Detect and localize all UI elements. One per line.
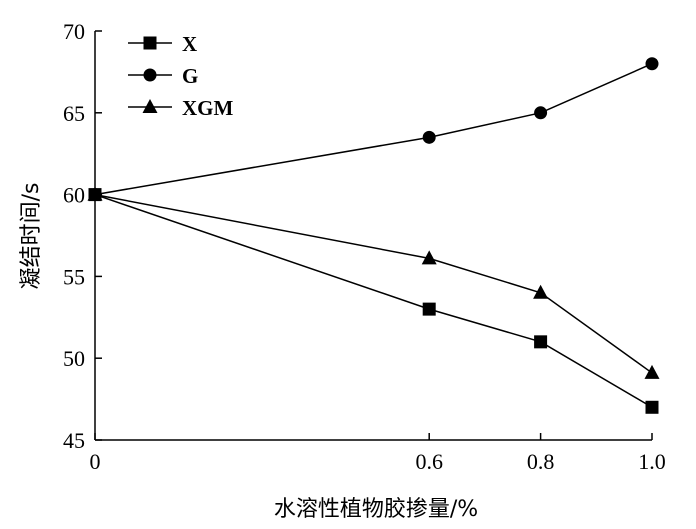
legend-marker-xgm <box>142 99 158 113</box>
legend-label-g: G <box>182 64 198 88</box>
data-point-xgm <box>421 250 437 265</box>
y-tick-label: 65 <box>63 101 85 126</box>
y-tick-label: 50 <box>63 346 85 371</box>
legend-marker-x <box>143 36 157 50</box>
series-line-x <box>94 193 653 408</box>
legend: XG XGM <box>128 32 234 120</box>
y-tick-label: 45 <box>63 428 85 453</box>
data-point-x <box>645 400 659 414</box>
series-layer <box>87 57 660 414</box>
series-line-g <box>94 63 653 196</box>
y-tick-label: 60 <box>63 183 85 208</box>
data-point-x <box>422 302 436 316</box>
legend-label-xgm: XGM <box>182 96 234 120</box>
legend-marker-g <box>143 68 157 82</box>
legend-label-x: X <box>182 32 197 56</box>
series-x <box>88 188 659 414</box>
data-point-g <box>534 106 548 120</box>
y-tick-label: 55 <box>63 264 85 289</box>
data-point-g <box>645 57 659 71</box>
series-xgm <box>87 186 660 379</box>
x-tick-label: 0.6 <box>415 449 443 474</box>
x-tick-label: 0 <box>90 449 101 474</box>
x-tick-label: 1.0 <box>638 449 666 474</box>
series-g <box>88 57 659 202</box>
x-tick-label: 0.8 <box>527 449 555 474</box>
series-line-xgm <box>94 193 653 374</box>
y-tick-label: 70 <box>63 19 85 44</box>
y-axis-title: 凝结时间/s <box>19 183 44 290</box>
x-axis-title: 水溶性植物胶掺量/% <box>274 497 478 522</box>
data-point-g <box>422 130 436 144</box>
data-point-x <box>534 335 548 349</box>
data-point-xgm <box>533 284 549 299</box>
axes: 45 50 55 60 65 70 0 0.6 0.8 1.0 <box>63 19 666 474</box>
data-point-xgm <box>87 186 103 201</box>
data-point-xgm <box>644 364 660 379</box>
